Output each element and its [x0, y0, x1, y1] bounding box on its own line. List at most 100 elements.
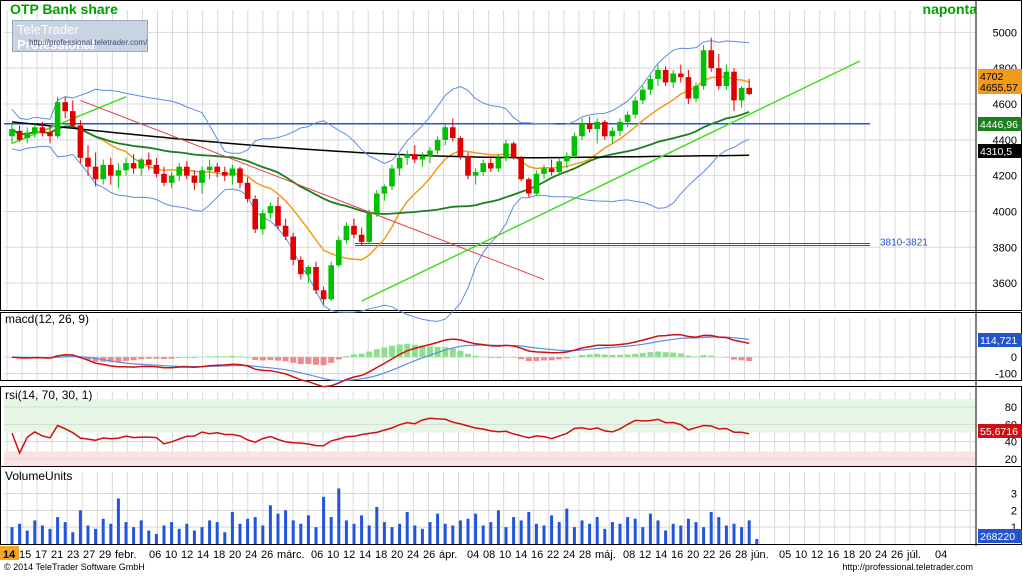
candle-body: [24, 133, 30, 138]
candle-body: [283, 226, 289, 237]
macd-histogram-bar: [146, 357, 152, 359]
candle-body: [290, 237, 296, 260]
macd-histogram-bar: [450, 348, 456, 357]
candle-body: [518, 158, 524, 179]
volume-bar: [489, 522, 492, 544]
candle-body: [260, 213, 266, 229]
candle-body: [138, 160, 144, 169]
volume-bar: [11, 527, 14, 544]
macd-histogram-bar: [321, 357, 327, 365]
candle-body: [321, 290, 327, 299]
candle-body: [252, 199, 258, 229]
volume-bar: [292, 520, 295, 544]
macd-histogram-bar: [138, 357, 144, 359]
macd-histogram-bar: [169, 357, 175, 359]
macd-histogram-bar: [153, 357, 159, 359]
volume-bar: [254, 517, 257, 544]
candle-body: [397, 158, 403, 169]
macd-histogram-bar: [275, 357, 281, 360]
volume-bar: [413, 525, 416, 544]
candle-body: [237, 168, 243, 182]
volume-bar: [664, 531, 667, 544]
macd-histogram-bar: [359, 354, 365, 357]
macd-histogram-bar: [556, 357, 562, 359]
volume-bar: [611, 522, 614, 544]
volume-bar: [748, 520, 751, 544]
candle-body: [678, 74, 684, 78]
macd-histogram-bar: [465, 354, 471, 357]
macd-histogram-bar: [587, 354, 593, 357]
candle-body: [9, 129, 15, 136]
x-axis-tick-label: 28: [579, 549, 591, 561]
macd-histogram-bar: [298, 357, 304, 364]
volume-bar: [155, 534, 158, 544]
candle-body: [298, 260, 304, 274]
volume-bar: [26, 531, 29, 544]
badge-rsi: 55,6716: [980, 426, 1018, 438]
candle-body: [389, 168, 395, 186]
rsi-panel-label: rsi(14, 70, 30, 1): [5, 388, 92, 402]
x-axis-tick-label: 28: [735, 549, 747, 561]
candle-body: [184, 167, 190, 176]
macd-histogram-bar: [214, 356, 220, 357]
candle-body: [511, 143, 517, 157]
candle-body: [70, 111, 76, 125]
macd-histogram-bar: [495, 357, 501, 358]
volume-bar: [421, 529, 424, 544]
candle-body: [230, 168, 236, 175]
x-axis-tick-label: 26: [891, 549, 903, 561]
macd-histogram-bar: [579, 355, 585, 357]
macd-histogram-bar: [237, 356, 243, 357]
macd-histogram-bar: [343, 356, 349, 357]
macd-histogram-bar: [625, 355, 631, 358]
candle-body: [62, 102, 68, 111]
macd-histogram-bar: [115, 357, 121, 362]
volume-bar: [330, 517, 333, 544]
macd-histogram-bar: [685, 356, 691, 358]
volume-bar: [573, 527, 576, 544]
rsi-overbought-zone: [4, 399, 975, 433]
macd-histogram-bar: [252, 357, 258, 360]
macd-histogram-bar: [305, 357, 311, 364]
candle-body: [480, 163, 486, 172]
volume-bar: [49, 529, 52, 544]
x-axis-tick-label: 15: [19, 549, 31, 561]
x-axis-tick-label: 26: [423, 549, 435, 561]
volume-y-tick: 2: [1011, 505, 1017, 517]
volume-bar: [444, 524, 447, 544]
x-axis-tick-label: 14: [655, 549, 667, 561]
macd-histogram-bar: [655, 351, 661, 357]
volume-bar: [535, 524, 538, 544]
candle-body: [32, 127, 38, 132]
candle-body: [222, 172, 228, 176]
macd-histogram-bar: [701, 355, 707, 357]
candle-body: [435, 140, 441, 151]
volume-bar: [406, 512, 409, 544]
x-axis-tick-label: júl.: [906, 549, 921, 561]
macd-histogram-bar: [457, 351, 463, 357]
volume-bar: [41, 525, 44, 544]
volume-bar: [201, 527, 204, 544]
volume-bar: [702, 527, 705, 544]
candle-body: [192, 176, 198, 183]
candle-body: [374, 194, 380, 214]
x-axis-tick-label: 24: [875, 549, 887, 561]
x-axis-tick-label: 12: [811, 549, 823, 561]
volume-bar: [588, 524, 591, 544]
candle-body: [275, 206, 281, 226]
candle-body: [602, 122, 608, 136]
candle-body: [746, 88, 752, 94]
macd-histogram-bar: [473, 356, 479, 357]
volume-bar: [223, 532, 226, 544]
macd-histogram-bar: [670, 353, 676, 357]
macd-histogram-bar: [184, 357, 190, 358]
volume-bar: [132, 527, 135, 544]
macd-histogram-bar: [290, 357, 296, 363]
candle-body: [450, 127, 456, 138]
x-axis-tick-label: 26: [719, 549, 731, 561]
volume-bar: [558, 522, 561, 544]
volume-bar: [64, 522, 67, 544]
price-y-tick: 3600: [993, 278, 1017, 290]
volume-bar: [740, 527, 743, 544]
volume-bar: [695, 522, 698, 544]
